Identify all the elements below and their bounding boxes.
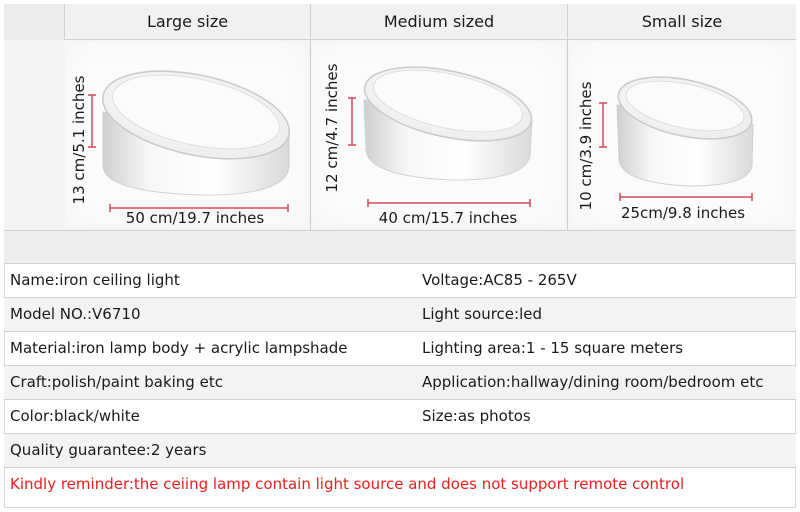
large-height-label: 13 cm/5.1 inches xyxy=(70,75,88,204)
large-lamp-image xyxy=(101,70,291,196)
header-small-size: Small size xyxy=(568,4,796,40)
spec-light-source: Light source:led xyxy=(422,305,542,323)
spec-application: Application:hallway/dining room/bedroom … xyxy=(422,373,764,391)
header-label: Small size xyxy=(641,12,723,31)
medium-width-label: 40 cm/15.7 inches xyxy=(379,209,518,227)
spec-row: Model NO.:V6710 Light source:led xyxy=(4,298,796,332)
divider xyxy=(64,4,65,40)
large-width-label: 50 cm/19.7 inches xyxy=(126,209,265,227)
spec-craft: Craft:polish/paint baking etc xyxy=(10,373,223,391)
spec-row: Name:iron ceiling light Voltage:AC85 - 2… xyxy=(4,264,796,298)
spec-lighting-area: Lighting area:1 - 15 square meters xyxy=(422,339,684,357)
lamp-illustrations: 13 cm/5.1 inches 50 cm/19.7 inches 12 cm… xyxy=(70,63,754,227)
spec-voltage: Voltage:AC85 - 265V xyxy=(422,271,577,289)
header-medium-size: Medium sized xyxy=(311,4,567,40)
spec-color: Color:black/white xyxy=(10,407,140,425)
spec-material: Material:iron lamp body + acrylic lampsh… xyxy=(10,339,348,357)
spec-row: Material:iron lamp body + acrylic lampsh… xyxy=(4,332,796,366)
spec-row: Craft:polish/paint baking etc Applicatio… xyxy=(4,366,796,400)
divider xyxy=(310,4,311,230)
spec-size: Size:as photos xyxy=(422,407,531,425)
medium-lamp-image xyxy=(363,66,533,181)
header-label: Large size xyxy=(146,12,229,31)
spec-name: Name:iron ceiling light xyxy=(10,271,180,289)
blank-separator-row xyxy=(4,230,796,264)
spec-model-no: Model NO.:V6710 xyxy=(10,305,141,323)
small-width-label: 25cm/9.8 inches xyxy=(621,204,745,222)
reminder-row: Kindly reminder:the ceiing lamp contain … xyxy=(4,468,796,502)
divider xyxy=(567,4,568,230)
spec-row: Quality guarantee:2 years xyxy=(4,434,796,468)
medium-height-label: 12 cm/4.7 inches xyxy=(323,63,341,192)
small-lamp-image xyxy=(616,76,754,187)
spec-quality-guarantee: Quality guarantee:2 years xyxy=(10,441,207,459)
header-large-size: Large size xyxy=(65,4,310,40)
kindly-reminder: Kindly reminder:the ceiing lamp contain … xyxy=(10,475,685,493)
header-label: Medium sized xyxy=(383,12,495,31)
spec-row: Color:black/white Size:as photos xyxy=(4,400,796,434)
small-height-label: 10 cm/3.9 inches xyxy=(577,81,595,210)
